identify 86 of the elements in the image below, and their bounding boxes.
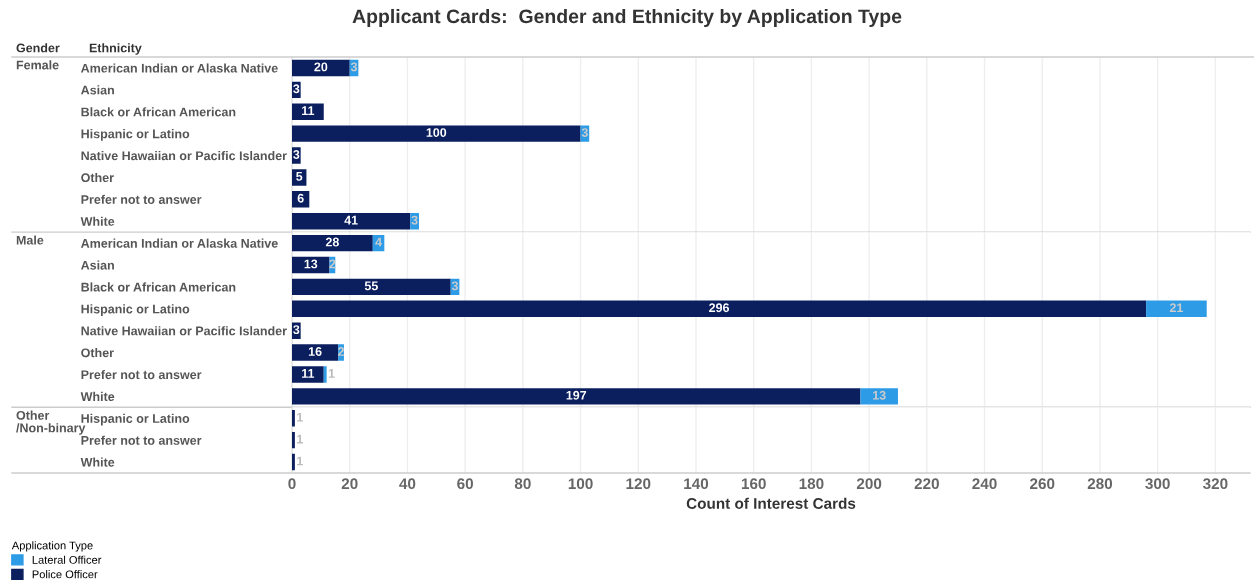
data-label: 1 — [297, 456, 303, 466]
data-label: 1 — [297, 434, 303, 444]
y-tick-label: Prefer not to answer — [81, 435, 202, 445]
x-tick-label: 0 — [288, 478, 296, 490]
y-tick-label: Other — [81, 172, 114, 183]
bar — [292, 234, 373, 252]
y-tick-label: White — [80, 391, 115, 402]
x-tick-label: 60 — [457, 478, 473, 490]
data-label: 11 — [302, 369, 315, 378]
x-axis-title: Count of Interest Cards — [686, 497, 856, 509]
x-tick-label: 120 — [626, 478, 651, 490]
x-tick-label: 200 — [856, 478, 882, 490]
y-tick-label: Hispanic or Latino — [81, 129, 190, 141]
data-label: 3 — [350, 62, 358, 72]
data-label: 21 — [1169, 303, 1184, 313]
data-label: 100 — [426, 128, 447, 137]
data-label: 6 — [297, 193, 304, 203]
y-tick-label: Asian — [80, 260, 114, 270]
x-tick-label: 20 — [341, 478, 358, 490]
bar — [292, 366, 324, 383]
y-tick-label: American Indian or Alaska Native — [80, 238, 278, 248]
data-label: 3 — [293, 84, 300, 94]
x-tick-label: 220 — [914, 478, 939, 490]
data-label: 296 — [709, 303, 730, 313]
x-tick-label: 320 — [1202, 478, 1228, 490]
text: Ethnicity — [89, 43, 142, 55]
x-tick-label: 140 — [684, 478, 709, 490]
y-tick-label: Native Hawaiian or Pacific Islander — [81, 151, 287, 161]
data-label: 3 — [293, 150, 300, 159]
x-tick-label: 40 — [399, 478, 416, 490]
chart-title: Applicant Cards: Gender and Ethnicity by Application Type — [352, 8, 902, 28]
bar — [292, 300, 1147, 317]
data-label: 28 — [325, 237, 339, 247]
x-tick-label: 280 — [1087, 478, 1113, 490]
data-label: 3 — [411, 215, 418, 225]
bar — [292, 344, 339, 361]
x-tick-label: 160 — [741, 478, 766, 490]
y-tick-label: White — [80, 457, 115, 467]
y-tick-label: Other — [81, 348, 114, 358]
text: Gender — [16, 43, 60, 53]
data-label: 2 — [338, 347, 345, 356]
y-tick-label: White — [80, 216, 115, 226]
data-label: 13 — [873, 390, 886, 400]
y-tick-label: Native Hawaiian or Pacific Islander — [81, 326, 287, 336]
x-tick-label: 260 — [1030, 478, 1055, 490]
data-label: 13 — [304, 259, 318, 269]
y-tick-label: Prefer not to answer — [81, 194, 202, 204]
data-label: 20 — [314, 62, 328, 72]
data-label: 11 — [302, 106, 315, 115]
bar — [292, 278, 451, 296]
data-label: 41 — [344, 215, 358, 225]
x-tick-label: 80 — [514, 478, 531, 490]
bar — [1146, 300, 1207, 317]
data-label: 1 — [328, 369, 335, 378]
x-tick-label: 180 — [799, 478, 824, 490]
data-label: 3 — [581, 128, 588, 137]
x-tick-label: 300 — [1145, 478, 1170, 490]
data-label: 55 — [364, 281, 378, 291]
data-label: 5 — [296, 172, 303, 181]
y-tick-label: Asian — [80, 85, 114, 95]
y-tick-label: Black or African American — [81, 282, 236, 292]
legend-label: Lateral Officer — [32, 555, 102, 564]
legend-label: Police Officer — [32, 570, 98, 579]
data-label: 4 — [375, 237, 382, 247]
data-label: 197 — [566, 390, 587, 400]
y-tick-label: Hispanic or Latino — [81, 304, 190, 316]
data-label: 16 — [308, 347, 322, 356]
data-label: 1 — [297, 412, 303, 422]
bar — [292, 256, 330, 274]
bar — [292, 388, 861, 405]
y-axis-title: Male — [16, 235, 44, 245]
x-tick-label: 100 — [568, 478, 593, 490]
legend-title: Application Type — [11, 541, 93, 552]
data-label: 3 — [451, 281, 459, 291]
bar — [292, 213, 411, 230]
bar — [860, 388, 898, 405]
bar — [323, 366, 327, 383]
y-tick-label: Prefer not to answer — [81, 369, 202, 380]
y-tick-label: Black or African American — [81, 107, 236, 117]
y-axis-title: Female — [16, 60, 59, 70]
bar — [292, 125, 581, 142]
x-tick-label: 240 — [972, 478, 997, 490]
y-tick-label: American Indian or Alaska Native — [80, 63, 278, 73]
bar — [292, 59, 350, 77]
data-label: 3 — [293, 325, 300, 335]
bar — [292, 191, 310, 208]
